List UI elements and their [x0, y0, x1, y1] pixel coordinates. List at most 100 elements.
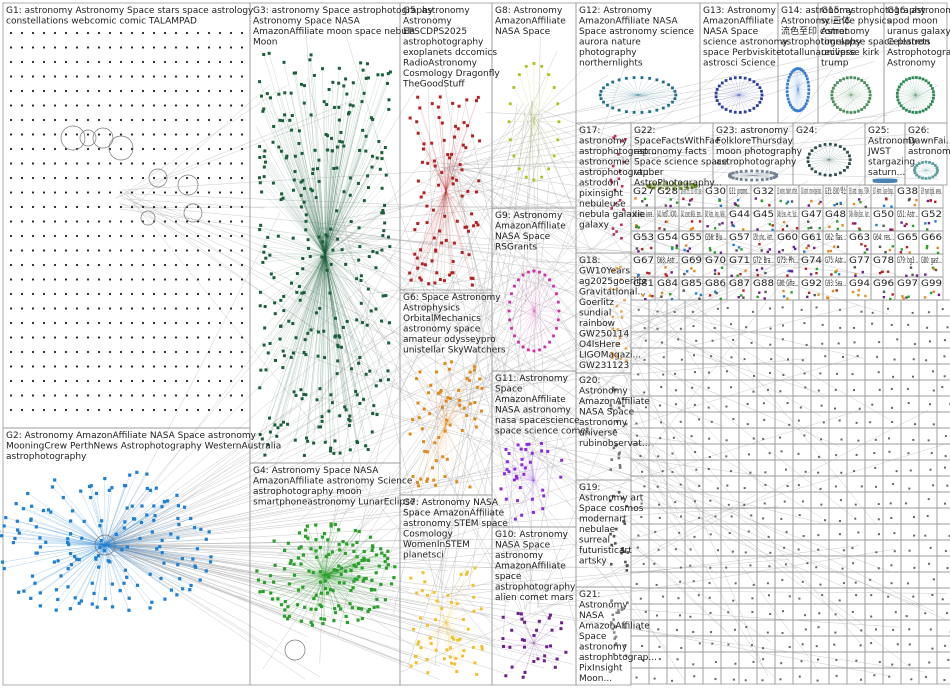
graph-node: [263, 160, 267, 164]
graph-node: [150, 600, 154, 604]
graph-node: [392, 576, 396, 580]
graph-node: [240, 278, 244, 281]
graph-node: [130, 31, 134, 35]
graph-edge: [633, 77, 639, 96]
graph-edge: [264, 246, 326, 255]
graph-node: [516, 499, 520, 503]
graph-node: [742, 228, 745, 231]
graph-node: [67, 542, 71, 547]
graph-edge: [324, 113, 349, 255]
graph-node: [450, 661, 454, 665]
graph-node: [738, 111, 742, 114]
graph-node: [924, 675, 927, 678]
graph-edge: [716, 94, 740, 98]
group-box-small: [738, 619, 758, 637]
graph-edge: [298, 143, 326, 255]
graph-node: [279, 298, 283, 302]
graph-node: [829, 249, 833, 253]
graph-node: [299, 180, 303, 184]
graph-edge: [431, 621, 447, 644]
graph-node: [890, 564, 893, 567]
graph-node: [279, 324, 283, 328]
graph-node: [218, 234, 222, 238]
graph-edge: [537, 119, 927, 289]
graph-node: [348, 103, 352, 107]
graph-node: [326, 148, 330, 152]
graph-node: [185, 118, 189, 122]
graph-edge: [324, 174, 387, 255]
graph-node: [520, 463, 524, 467]
graph-edge: [427, 163, 447, 191]
graph-node: [626, 601, 629, 604]
graph-node: [196, 162, 200, 165]
graph-node: [658, 227, 661, 230]
graph-edge: [533, 643, 539, 659]
graph-node: [437, 116, 441, 120]
graph-edge: [427, 86, 443, 598]
group-box-small: [846, 411, 866, 429]
group-label-g35: G35: EXO 엑소: [825, 185, 846, 197]
graph-node: [510, 292, 513, 296]
graph-node: [281, 366, 285, 370]
graph-node: [185, 162, 189, 165]
group-box-small: [846, 443, 866, 461]
graph-node: [323, 579, 327, 583]
graph-node: [691, 227, 695, 230]
graph-node: [931, 100, 934, 103]
graph-edge: [445, 378, 480, 425]
graph-node: [540, 449, 544, 453]
graph-node: [874, 438, 877, 441]
graph-node: [716, 549, 719, 552]
graph-edge: [445, 190, 454, 262]
graph-node: [889, 180, 893, 183]
graph-edge: [90, 497, 106, 546]
graph-node: [834, 173, 837, 176]
graph-node: [330, 136, 334, 140]
graph-node: [152, 133, 156, 136]
graph-node: [527, 270, 530, 274]
graph-node: [725, 455, 728, 458]
graph-node: [834, 143, 837, 147]
graph-node: [296, 556, 301, 560]
graph-node: [152, 31, 156, 35]
graph-node: [174, 176, 178, 180]
graph-edge: [716, 92, 740, 96]
group-box-small: [666, 635, 686, 653]
graph-node: [924, 160, 928, 164]
graph-edge: [259, 177, 326, 255]
graph-edge: [847, 94, 852, 113]
graph-node: [86, 89, 90, 93]
graph-node: [851, 222, 855, 225]
graph-node: [671, 471, 674, 474]
group-box-small: [828, 443, 848, 461]
graph-edge: [738, 94, 741, 113]
graph-node: [119, 31, 123, 35]
graph-node: [383, 554, 387, 558]
graph-node: [836, 81, 839, 85]
group-label-g7: Space AmazonAffiliate: [403, 509, 505, 519]
graph-edge: [104, 495, 178, 546]
graph-node: [799, 406, 802, 409]
graph-node: [611, 315, 615, 319]
graph-edge: [260, 254, 326, 435]
graph-edge: [808, 159, 830, 162]
graph-node: [108, 394, 112, 397]
graph-node: [699, 293, 703, 297]
graph-node: [196, 176, 200, 180]
group-label-g28: G28: [657, 187, 678, 197]
graph-node: [64, 118, 68, 122]
group-label-g21: astronomy: [579, 643, 628, 653]
graph-edge: [310, 189, 326, 255]
graph-edge: [112, 121, 707, 553]
graph-node: [853, 341, 856, 344]
graph-node: [674, 403, 677, 406]
graph-edge: [324, 246, 390, 255]
graph-node: [374, 266, 378, 270]
graph-node: [926, 326, 929, 329]
graph-edge: [130, 84, 270, 210]
graph-node: [890, 387, 893, 390]
graph-edge: [324, 254, 338, 361]
graph-node: [522, 638, 526, 642]
graph-node: [255, 569, 259, 573]
graph-edge: [277, 254, 326, 428]
